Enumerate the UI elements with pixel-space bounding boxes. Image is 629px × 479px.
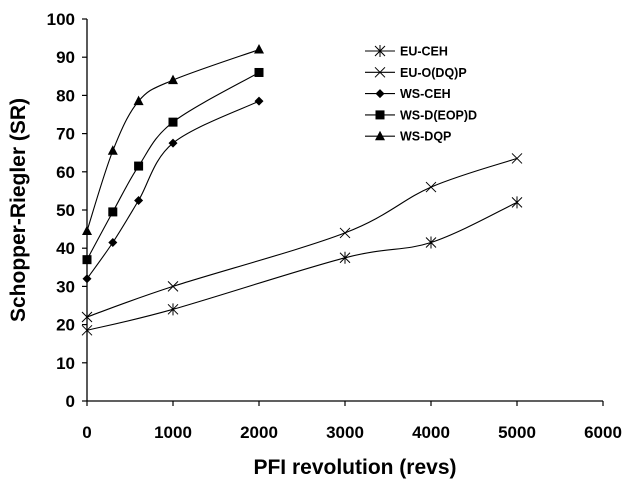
series-line — [87, 101, 259, 279]
y-tick-label: 70 — [56, 125, 75, 144]
data-point — [255, 68, 264, 77]
series-4 — [83, 68, 264, 264]
data-point — [82, 226, 92, 236]
data-point — [168, 75, 178, 85]
series-2 — [82, 153, 522, 322]
data-point — [134, 162, 143, 171]
data-point — [340, 228, 350, 238]
data-point — [426, 236, 436, 248]
legend-item: WS-DQP — [365, 130, 451, 144]
data-point — [426, 182, 436, 192]
data-point — [512, 153, 522, 163]
legend: EU-CEH EU-O(DQ)P WS-CEH WS-D(EOP)D WS-DQP — [365, 45, 477, 144]
legend-item: EU-CEH — [365, 45, 448, 59]
series-1 — [82, 196, 522, 336]
legend-marker — [376, 110, 385, 119]
x-tick-label: 4000 — [412, 423, 450, 442]
y-tick-label: 90 — [56, 48, 75, 67]
y-tick-label: 100 — [47, 10, 75, 29]
data-point — [255, 97, 264, 106]
data-point — [82, 324, 92, 336]
data-point — [168, 303, 178, 315]
data-point — [512, 196, 522, 208]
legend-item: EU-O(DQ)P — [365, 66, 467, 80]
data-point — [108, 207, 117, 216]
legend-label: WS-D(EOP)D — [400, 108, 477, 122]
data-point — [168, 281, 178, 291]
data-point — [340, 252, 350, 264]
legend-label: WS-DQP — [400, 130, 451, 144]
legend-marker — [376, 89, 385, 98]
legend-label: WS-CEH — [400, 87, 451, 101]
y-tick-label: 0 — [66, 392, 75, 411]
x-tick-label: 3000 — [326, 423, 364, 442]
data-point — [83, 255, 92, 264]
series-layer — [82, 44, 522, 336]
legend-label: EU-CEH — [400, 45, 448, 59]
series-line — [87, 202, 517, 330]
series-line — [87, 73, 259, 260]
x-axis-title: PFI revolution (revs) — [253, 456, 456, 479]
data-point — [108, 145, 118, 155]
series-line — [87, 158, 517, 317]
y-tick-label: 10 — [56, 354, 75, 373]
y-tick-label: 80 — [56, 86, 75, 105]
x-tick-label: 5000 — [498, 423, 536, 442]
data-point — [134, 196, 143, 205]
y-tick-label: 50 — [56, 201, 75, 220]
x-tick-label: 0 — [82, 423, 91, 442]
legend-label: EU-O(DQ)P — [400, 66, 467, 80]
data-point — [83, 274, 92, 283]
data-point — [169, 118, 178, 127]
y-tick-label: 20 — [56, 316, 75, 335]
legend-item: WS-D(EOP)D — [365, 108, 477, 122]
y-tick-label: 40 — [56, 239, 75, 258]
x-tick-label: 6000 — [584, 423, 622, 442]
y-axis-title: Schopper-Riegler (SR) — [7, 98, 30, 322]
y-tick-label: 60 — [56, 163, 75, 182]
legend-item: WS-CEH — [365, 87, 451, 101]
data-point — [108, 238, 117, 247]
legend-marker — [375, 131, 385, 141]
x-tick-label: 1000 — [154, 423, 192, 442]
data-point — [254, 44, 264, 54]
x-tick-label: 2000 — [240, 423, 278, 442]
y-tick-label: 30 — [56, 277, 75, 296]
